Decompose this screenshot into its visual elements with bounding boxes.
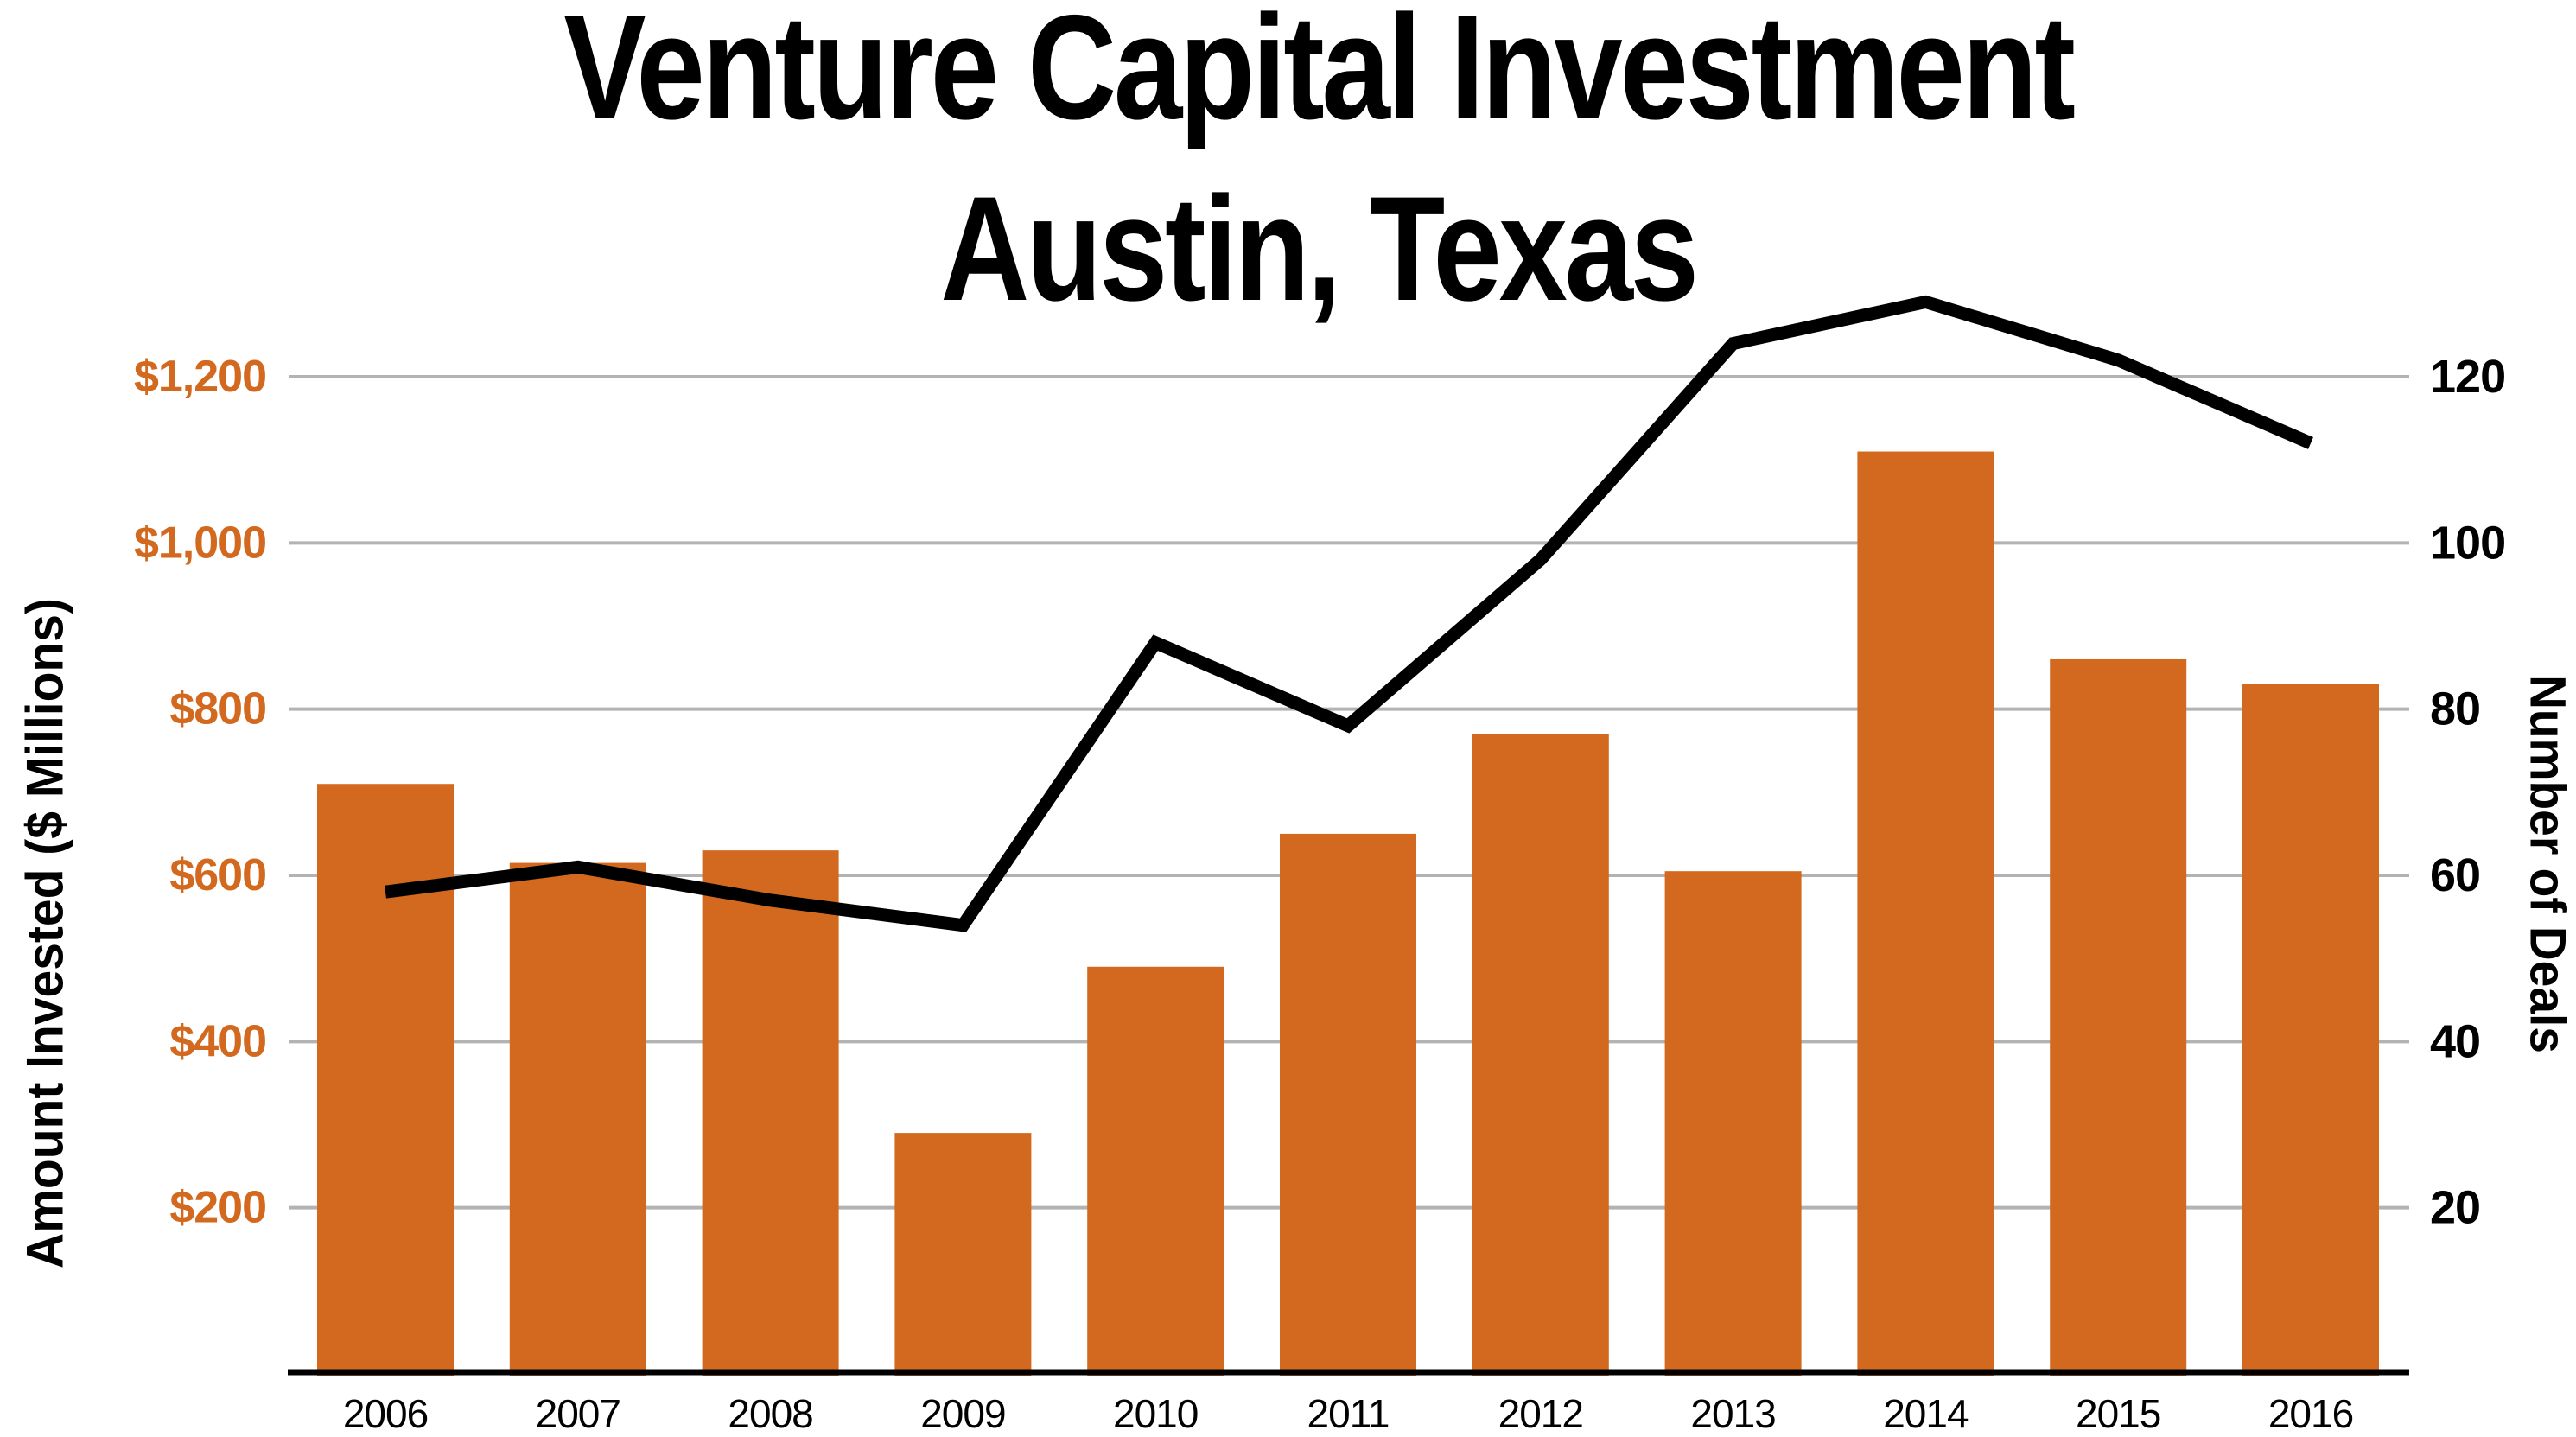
bar-2008 <box>702 850 839 1376</box>
chart-title-line1: Venture Capital Investment <box>563 0 2076 150</box>
x-tick-label-2014: 2014 <box>1883 1391 1969 1436</box>
right-tick-label: 100 <box>2430 517 2505 569</box>
left-tick-label: $1,200 <box>134 352 266 402</box>
x-tick-label-2012: 2012 <box>1498 1391 1583 1436</box>
x-tick-label-2010: 2010 <box>1113 1391 1198 1436</box>
bar-2013 <box>1664 871 1802 1376</box>
bar-2014 <box>1857 451 1994 1376</box>
left-tick-label: $1,000 <box>134 518 266 568</box>
bar-2012 <box>1472 734 1609 1376</box>
bar-2015 <box>2050 658 2187 1376</box>
x-tick-label-2006: 2006 <box>343 1391 428 1436</box>
bar-2011 <box>1280 833 1416 1376</box>
deals-line <box>385 295 2313 932</box>
right-tick-label: 60 <box>2430 849 2480 901</box>
x-tick-label-2011: 2011 <box>1307 1391 1390 1436</box>
right-tick-label: 20 <box>2430 1182 2480 1234</box>
chart-title-line2: Austin, Texas <box>940 165 1699 332</box>
x-tick-label-2013: 2013 <box>1690 1391 1775 1436</box>
bar-2010 <box>1087 966 1224 1376</box>
bar-2006 <box>317 784 454 1376</box>
left-tick-label: $200 <box>169 1183 266 1233</box>
left-tick-label: $800 <box>169 684 266 734</box>
left-tick-label: $400 <box>169 1016 266 1066</box>
x-tick-label-2008: 2008 <box>728 1391 812 1436</box>
chart-title: Venture Capital Investment Austin, Texas <box>274 0 2362 340</box>
bar-2009 <box>894 1133 1032 1376</box>
bar-2016 <box>2242 684 2379 1376</box>
right-tick-label: 80 <box>2430 684 2480 735</box>
bar-2007 <box>509 862 646 1376</box>
right-tick-label: 40 <box>2430 1015 2480 1067</box>
x-tick-label-2015: 2015 <box>2076 1391 2160 1436</box>
left-tick-label: $600 <box>169 850 266 900</box>
x-tick-label-2009: 2009 <box>920 1391 1005 1436</box>
x-tick-label-2016: 2016 <box>2268 1391 2353 1436</box>
x-tick-label-2007: 2007 <box>536 1391 620 1436</box>
right-tick-label: 120 <box>2430 351 2505 403</box>
